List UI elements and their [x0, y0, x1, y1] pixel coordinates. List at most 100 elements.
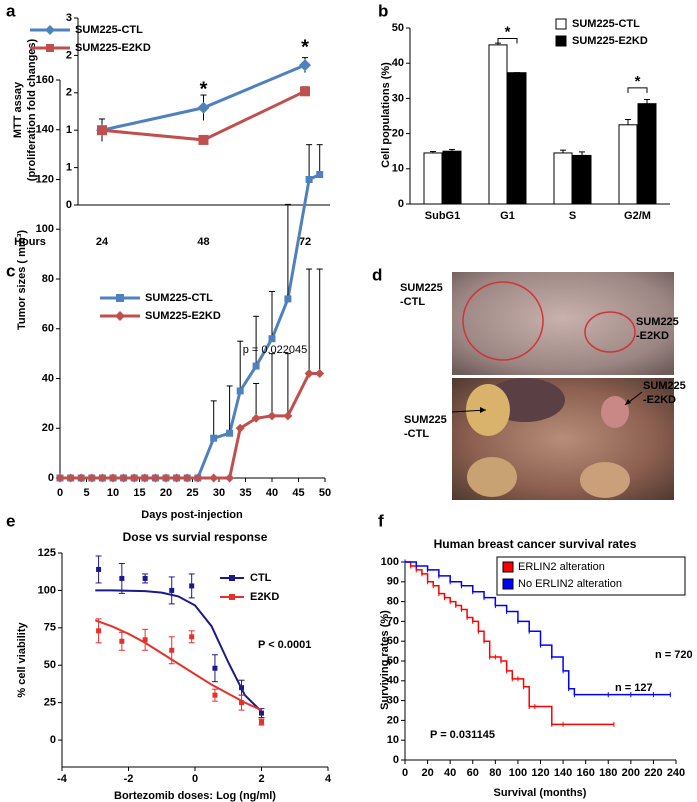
x-tick-label: 45: [292, 487, 304, 499]
bar: [423, 152, 443, 205]
marker: [182, 473, 192, 483]
legend-label: CTL: [250, 572, 272, 584]
y-tick-label: 75: [44, 622, 56, 634]
bar: [618, 124, 638, 205]
marker: [142, 575, 148, 581]
x-tick-label: 48: [197, 236, 209, 248]
tumor-circle: [584, 311, 636, 353]
marker: [236, 387, 244, 395]
y-tick-label: 125: [38, 547, 56, 559]
legend-label: E2KD: [250, 591, 279, 603]
marker: [283, 411, 293, 421]
marker: [189, 583, 195, 589]
marker: [108, 473, 118, 483]
marker: [193, 473, 203, 483]
annotation: p = 0.022045: [243, 344, 308, 356]
x-axis-label: Days post-injection: [141, 509, 243, 521]
y-tick-label: 160: [36, 74, 54, 86]
x-tick-label: -4: [57, 773, 68, 785]
marker: [305, 176, 313, 183]
y-tick-label: 0: [66, 199, 72, 211]
bracket: [627, 87, 648, 93]
y-axis-label: Tumor sizes ( mm³): [16, 230, 28, 330]
legend-box: [496, 556, 686, 596]
legend-label: SUM225-E2KD: [572, 35, 648, 47]
x-tick-label: 30: [213, 487, 225, 499]
x-tick-label: 40: [444, 767, 456, 779]
y-tick-label: 2: [66, 49, 72, 61]
x-tick-label: 0: [402, 767, 408, 779]
marker: [97, 473, 107, 483]
y-tick-label: 100: [38, 584, 56, 596]
x-tick-label: 20: [421, 767, 433, 779]
y-tick-label: 40: [42, 372, 54, 384]
photo-label: -CTL: [400, 296, 425, 308]
y-tick-label: 25: [44, 697, 56, 709]
x-tick-label: SubG1: [425, 210, 460, 222]
bar: [637, 103, 657, 205]
marker: [76, 473, 86, 483]
bar: [442, 150, 462, 205]
y-tick-label: 10: [387, 734, 399, 746]
legend-label: SUM225-E2KD: [75, 42, 151, 54]
annotation: *: [635, 73, 641, 90]
marker: [140, 473, 150, 483]
marker: [55, 473, 65, 483]
y-tick-label: 20: [42, 422, 54, 434]
y-axis-label: (proliferation fold changes): [26, 38, 38, 181]
chart-title: Dose vs survial response: [123, 530, 268, 544]
marker: [251, 413, 261, 423]
marker: [267, 411, 277, 421]
marker: [169, 587, 175, 593]
panel-letter: e: [6, 511, 15, 530]
x-tick-label: 160: [576, 767, 594, 779]
x-tick-label: 200: [622, 767, 640, 779]
marker: [210, 434, 218, 442]
y-tick-label: 0: [50, 734, 56, 746]
marker: [172, 473, 182, 483]
marker: [96, 566, 102, 572]
marker: [119, 638, 125, 644]
marker: [299, 59, 311, 72]
y-tick-label: 80: [42, 273, 54, 285]
x-tick-label: 100: [509, 767, 527, 779]
x-tick-label: 220: [644, 767, 662, 779]
y-tick-label: 70: [387, 615, 399, 627]
y-tick-label: 40: [392, 57, 404, 69]
x-tick-label: G2/M: [624, 210, 651, 222]
legend-marker: [46, 44, 54, 52]
marker: [212, 665, 218, 671]
legend-marker: [229, 575, 235, 581]
y-tick-label: 0: [393, 754, 399, 766]
bar: [507, 72, 527, 205]
x-tick-label: 25: [186, 487, 198, 499]
fit-curve: [94, 619, 262, 712]
x-tick-label: 240: [667, 767, 685, 779]
x-tick-label: 140: [554, 767, 572, 779]
marker: [161, 473, 171, 483]
marker: [87, 473, 97, 483]
y-tick-label: 1: [66, 124, 72, 136]
marker: [239, 700, 245, 706]
series-line: [60, 372, 320, 480]
legend-swatch: [555, 18, 567, 30]
y-tick-label: 100: [381, 556, 399, 568]
y-tick-label: 140: [36, 124, 54, 136]
x-tick-label: 40: [266, 487, 278, 499]
marker: [259, 710, 264, 716]
legend-label: SUM225-CTL: [145, 292, 213, 304]
marker: [225, 473, 235, 483]
legend-label: No ERLIN2 alteration: [518, 578, 622, 590]
annotation: n = 720: [655, 649, 693, 661]
y-tick-label: 60: [42, 323, 54, 335]
photo-label: SUM225: [636, 316, 679, 328]
marker: [209, 473, 219, 483]
y-tick-label: 60: [387, 635, 399, 647]
chart-title: Human breast cancer survival rates: [434, 537, 637, 551]
y-tick-label: 3: [66, 12, 72, 24]
y-tick-label: 30: [387, 695, 399, 707]
y-axis-label: % cell viability: [16, 622, 28, 698]
y-tick-label: 0: [398, 198, 404, 210]
y-tick-label: 40: [387, 675, 399, 687]
